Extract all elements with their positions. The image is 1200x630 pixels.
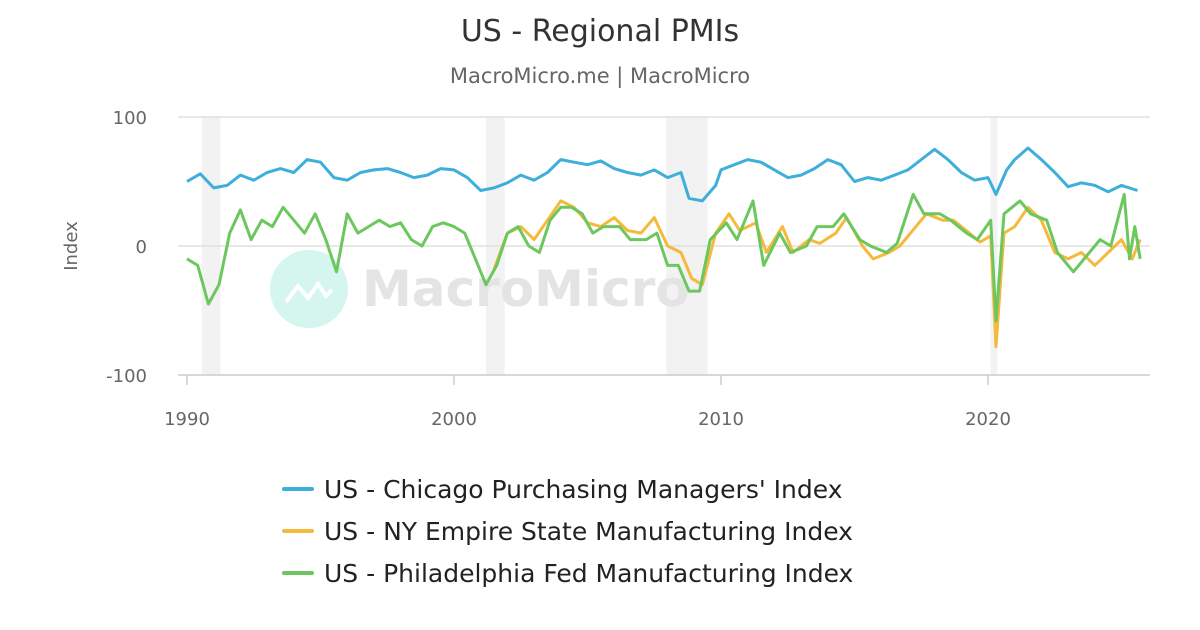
x-tick-label: 1990 [164, 409, 210, 430]
x-tick-label: 2000 [431, 409, 477, 430]
x-tick-label: 2020 [965, 409, 1011, 430]
legend-item[interactable]: US - Philadelphia Fed Manufacturing Inde… [282, 552, 853, 594]
y-axis-label: Index [61, 221, 82, 271]
chart-subtitle: MacroMicro.me | MacroMicro [449, 64, 751, 88]
y-tick-label: -100 [106, 366, 147, 387]
legend: US - Chicago Purchasing Managers' Index U… [282, 468, 853, 594]
legend-label: US - Philadelphia Fed Manufacturing Inde… [324, 558, 854, 588]
legend-item[interactable]: US - Chicago Purchasing Managers' Index [282, 468, 853, 510]
legend-swatch-icon [282, 487, 314, 491]
legend-swatch-icon [282, 571, 314, 575]
series-line-0 [186, 146, 1138, 203]
y-tick-label: 100 [113, 108, 147, 129]
watermark-logo-icon [270, 250, 348, 328]
x-tick-label: 2010 [698, 409, 744, 430]
y-tick-label: 0 [136, 237, 147, 258]
legend-item[interactable]: US - NY Empire State Manufacturing Index [282, 510, 853, 552]
legend-label: US - NY Empire State Manufacturing Index [324, 516, 853, 546]
legend-swatch-icon [282, 529, 314, 533]
watermark-text: MacroMicro [362, 260, 690, 318]
legend-label: US - Chicago Purchasing Managers' Index [324, 474, 843, 504]
watermark: MacroMicro [270, 250, 690, 328]
series-line-2 [186, 192, 1142, 323]
watermark-logo-chart-icon [284, 280, 334, 304]
chart-title: US - Regional PMIs [460, 14, 740, 49]
series-line-1 [492, 199, 1142, 349]
